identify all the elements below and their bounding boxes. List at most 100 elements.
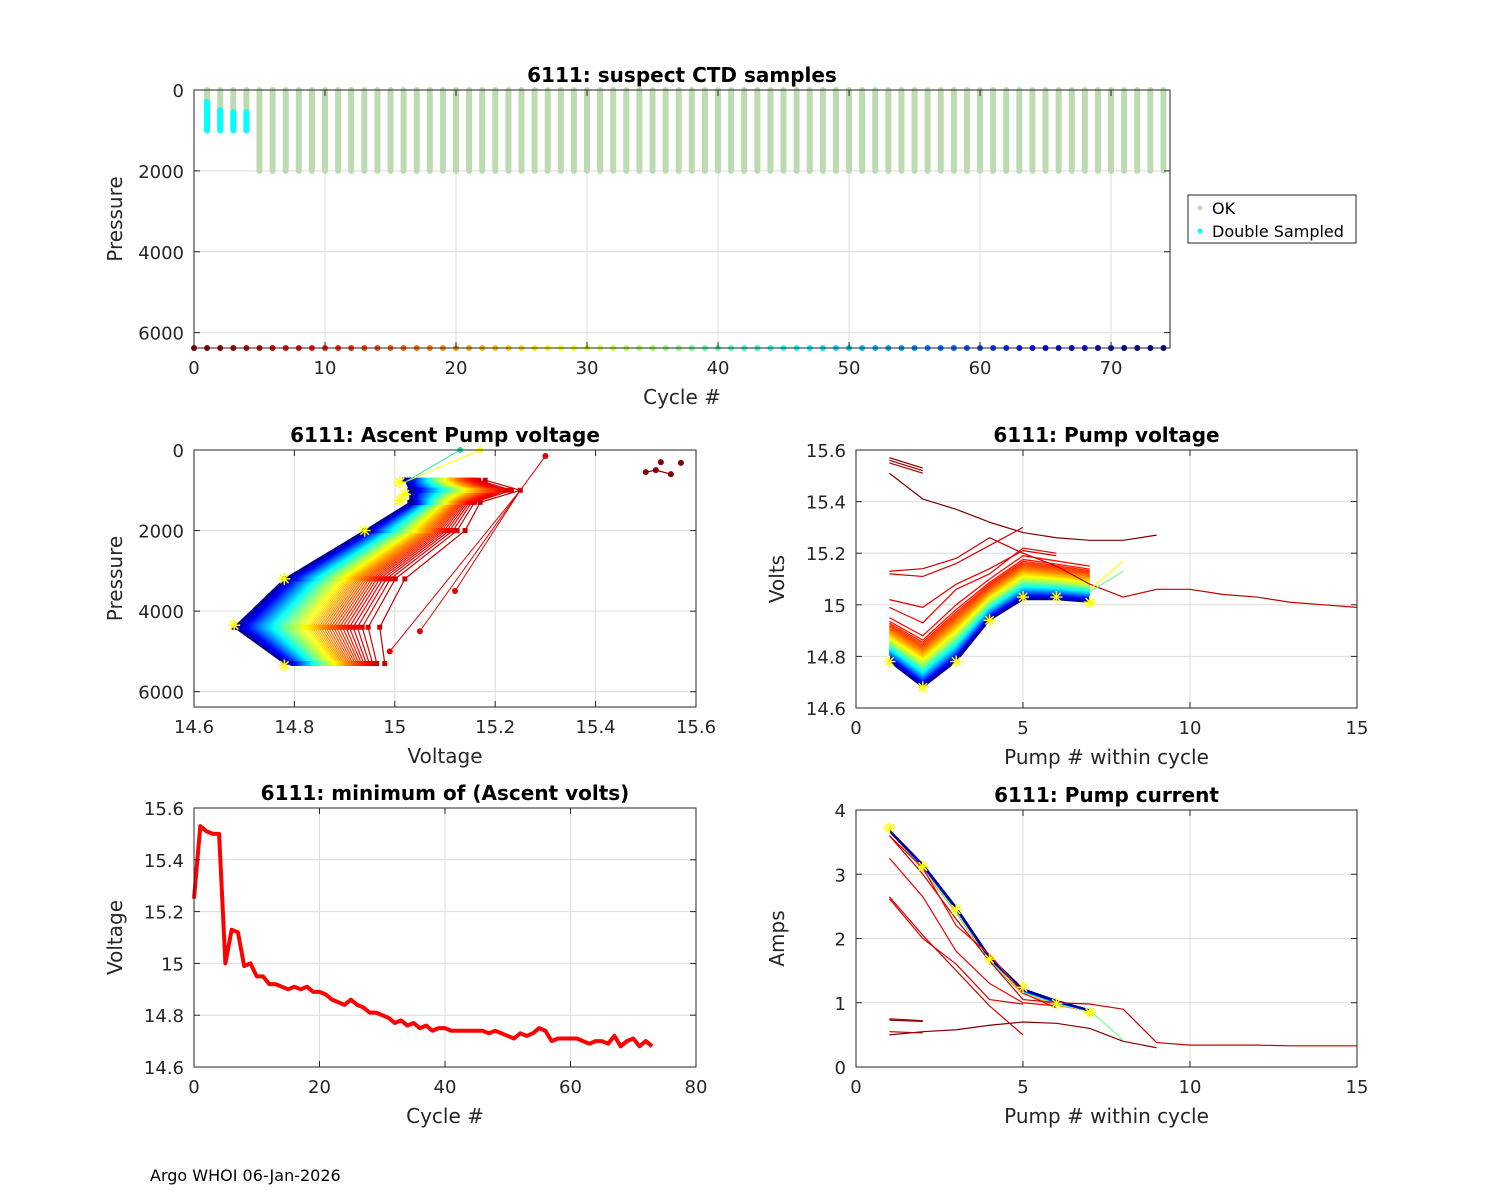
star-stroke	[1085, 597, 1095, 607]
pump-current-cycle-0	[889, 1021, 1157, 1049]
outlier-line	[419, 489, 521, 632]
first-cycle-point	[642, 469, 649, 476]
x-axis-label: Pump # within cycle	[1004, 1104, 1209, 1128]
y-axis-label: Voltage	[103, 900, 127, 975]
star-stroke	[359, 525, 370, 536]
chart-title: 6111: minimum of (Ascent volts)	[261, 781, 630, 805]
ascent-point	[402, 477, 408, 483]
ascent-point	[370, 660, 376, 666]
ascent-point	[336, 624, 342, 630]
outlier-line	[404, 449, 461, 483]
y-tick-label: 4000	[138, 243, 184, 264]
x-tick-label: 60	[559, 1077, 582, 1098]
ascent-point	[340, 624, 346, 630]
pump-voltage-cycle-2	[889, 459, 923, 472]
x-tick-label: 50	[838, 358, 861, 379]
pump-voltage-cycle-3	[889, 462, 923, 474]
pump-voltage-cycle-7	[889, 550, 1057, 608]
ascent-point	[494, 487, 500, 493]
y-tick-label: 6000	[138, 324, 184, 345]
pump-current-cycle-38	[1089, 1010, 1124, 1041]
x-tick-label: 14.6	[174, 717, 214, 738]
x-tick-label: 0	[850, 1077, 861, 1098]
y-tick-label: 14.8	[806, 647, 846, 668]
pump-voltage-cycle-17	[889, 566, 1090, 651]
outlier-point	[452, 587, 459, 594]
ascent-point	[325, 624, 331, 630]
x-axis-label: Pump # within cycle	[1004, 745, 1209, 769]
x-tick-label: 15.6	[676, 717, 716, 738]
y-tick-label: 14.6	[806, 699, 846, 720]
y-tick-label: 2000	[138, 522, 184, 543]
latest-cycle-star	[916, 681, 929, 694]
x-tick-label: 15	[1346, 1077, 1369, 1098]
first-cycle-point	[652, 467, 659, 474]
pump-voltage-cycle-38	[1089, 570, 1124, 593]
star-stroke	[984, 615, 995, 626]
pump-voltage-cycle-0	[889, 472, 1157, 541]
axes-pumpv: 0 5 10 15 14.6 14.8 15 15.2 15.4 15.6 6111: Pump v…	[765, 423, 1368, 769]
x-tick-label: 5	[1017, 718, 1028, 739]
axes-pumpc: 0 5 10 15 0 1 2 3 4 6111: Pump current Pump # with…	[765, 783, 1368, 1128]
latest-cycle-star	[398, 488, 411, 501]
star-stroke	[951, 656, 961, 667]
plot-content-ascent	[228, 447, 684, 672]
y-tick-label: 2	[835, 930, 846, 951]
ascent-point	[359, 624, 365, 630]
ascent-point	[477, 499, 483, 505]
y-tick-label: 4	[835, 801, 846, 822]
ascent-point	[377, 576, 383, 582]
pump-voltage-cycle-13	[889, 562, 1090, 645]
ascent-point	[380, 576, 386, 582]
y-tick-label: 4000	[138, 602, 184, 623]
y-tick-label: 0	[173, 441, 184, 462]
pump-current-cycle-5	[888, 835, 1357, 1047]
ascent-point	[454, 528, 460, 534]
x-tick-label: 0	[850, 718, 861, 739]
pump-voltage-cycle-28	[1089, 560, 1124, 590]
latest-cycle-star	[1017, 981, 1029, 994]
x-tick-label: 20	[445, 358, 468, 379]
ascent-point	[392, 576, 398, 582]
chart-title: 6111: Pump voltage	[993, 423, 1219, 447]
ascent-point	[447, 528, 453, 534]
y-tick-label: 1	[835, 994, 846, 1015]
pump-voltage-cycle-15	[889, 564, 1090, 648]
star-stroke	[1018, 982, 1028, 993]
chart-title: 6111: Ascent Pump voltage	[290, 423, 600, 447]
axes-ascent: 14.6 14.8 15 15.2 15.4 15.6 0 2000 4000 6000 6111:…	[103, 423, 716, 768]
latest-cycle-star	[950, 655, 963, 668]
ascent-point	[354, 624, 360, 630]
pump-voltage-cycle-10	[889, 555, 1090, 637]
x-tick-label: 80	[685, 1077, 708, 1098]
pump-voltage-cycle-8	[889, 547, 1057, 624]
y-tick-label: 0	[835, 1058, 846, 1079]
plot-content-minv	[192, 824, 654, 1049]
ascent-point	[363, 660, 369, 666]
ascent-point	[371, 576, 377, 582]
ascent-point	[482, 477, 488, 483]
y-tick-label: 2000	[138, 162, 184, 183]
y-tick-label: 15.4	[144, 851, 184, 872]
outlier-point	[386, 648, 393, 655]
latest-cycle-star	[1050, 997, 1063, 1010]
pump-voltage-cycle-16	[889, 565, 1090, 649]
latest-cycle-star	[1083, 596, 1096, 609]
ascent-point	[365, 624, 371, 630]
y-tick-label: 6000	[138, 683, 184, 704]
star-stroke	[395, 477, 405, 487]
axes-frame	[193, 89, 1171, 349]
axes-suspect: 0 10 20 30 40 50 60 70 0 2000 4000 6000 6111: suspec…	[103, 63, 1171, 409]
outlier-line	[519, 455, 546, 491]
plot-content-pumpc	[883, 821, 1357, 1049]
latest-cycle-star	[278, 659, 291, 672]
first-cycle-point	[657, 459, 664, 466]
ascent-point	[497, 487, 503, 493]
latest-cycle-star	[393, 476, 406, 489]
star-stroke	[229, 620, 239, 630]
y-tick-label: 15	[161, 954, 184, 975]
latest-cycle-star	[983, 614, 996, 627]
ascent-point	[402, 576, 408, 582]
pump-current-cycle-1	[889, 1019, 923, 1022]
y-tick-label: 14.8	[144, 1006, 184, 1027]
